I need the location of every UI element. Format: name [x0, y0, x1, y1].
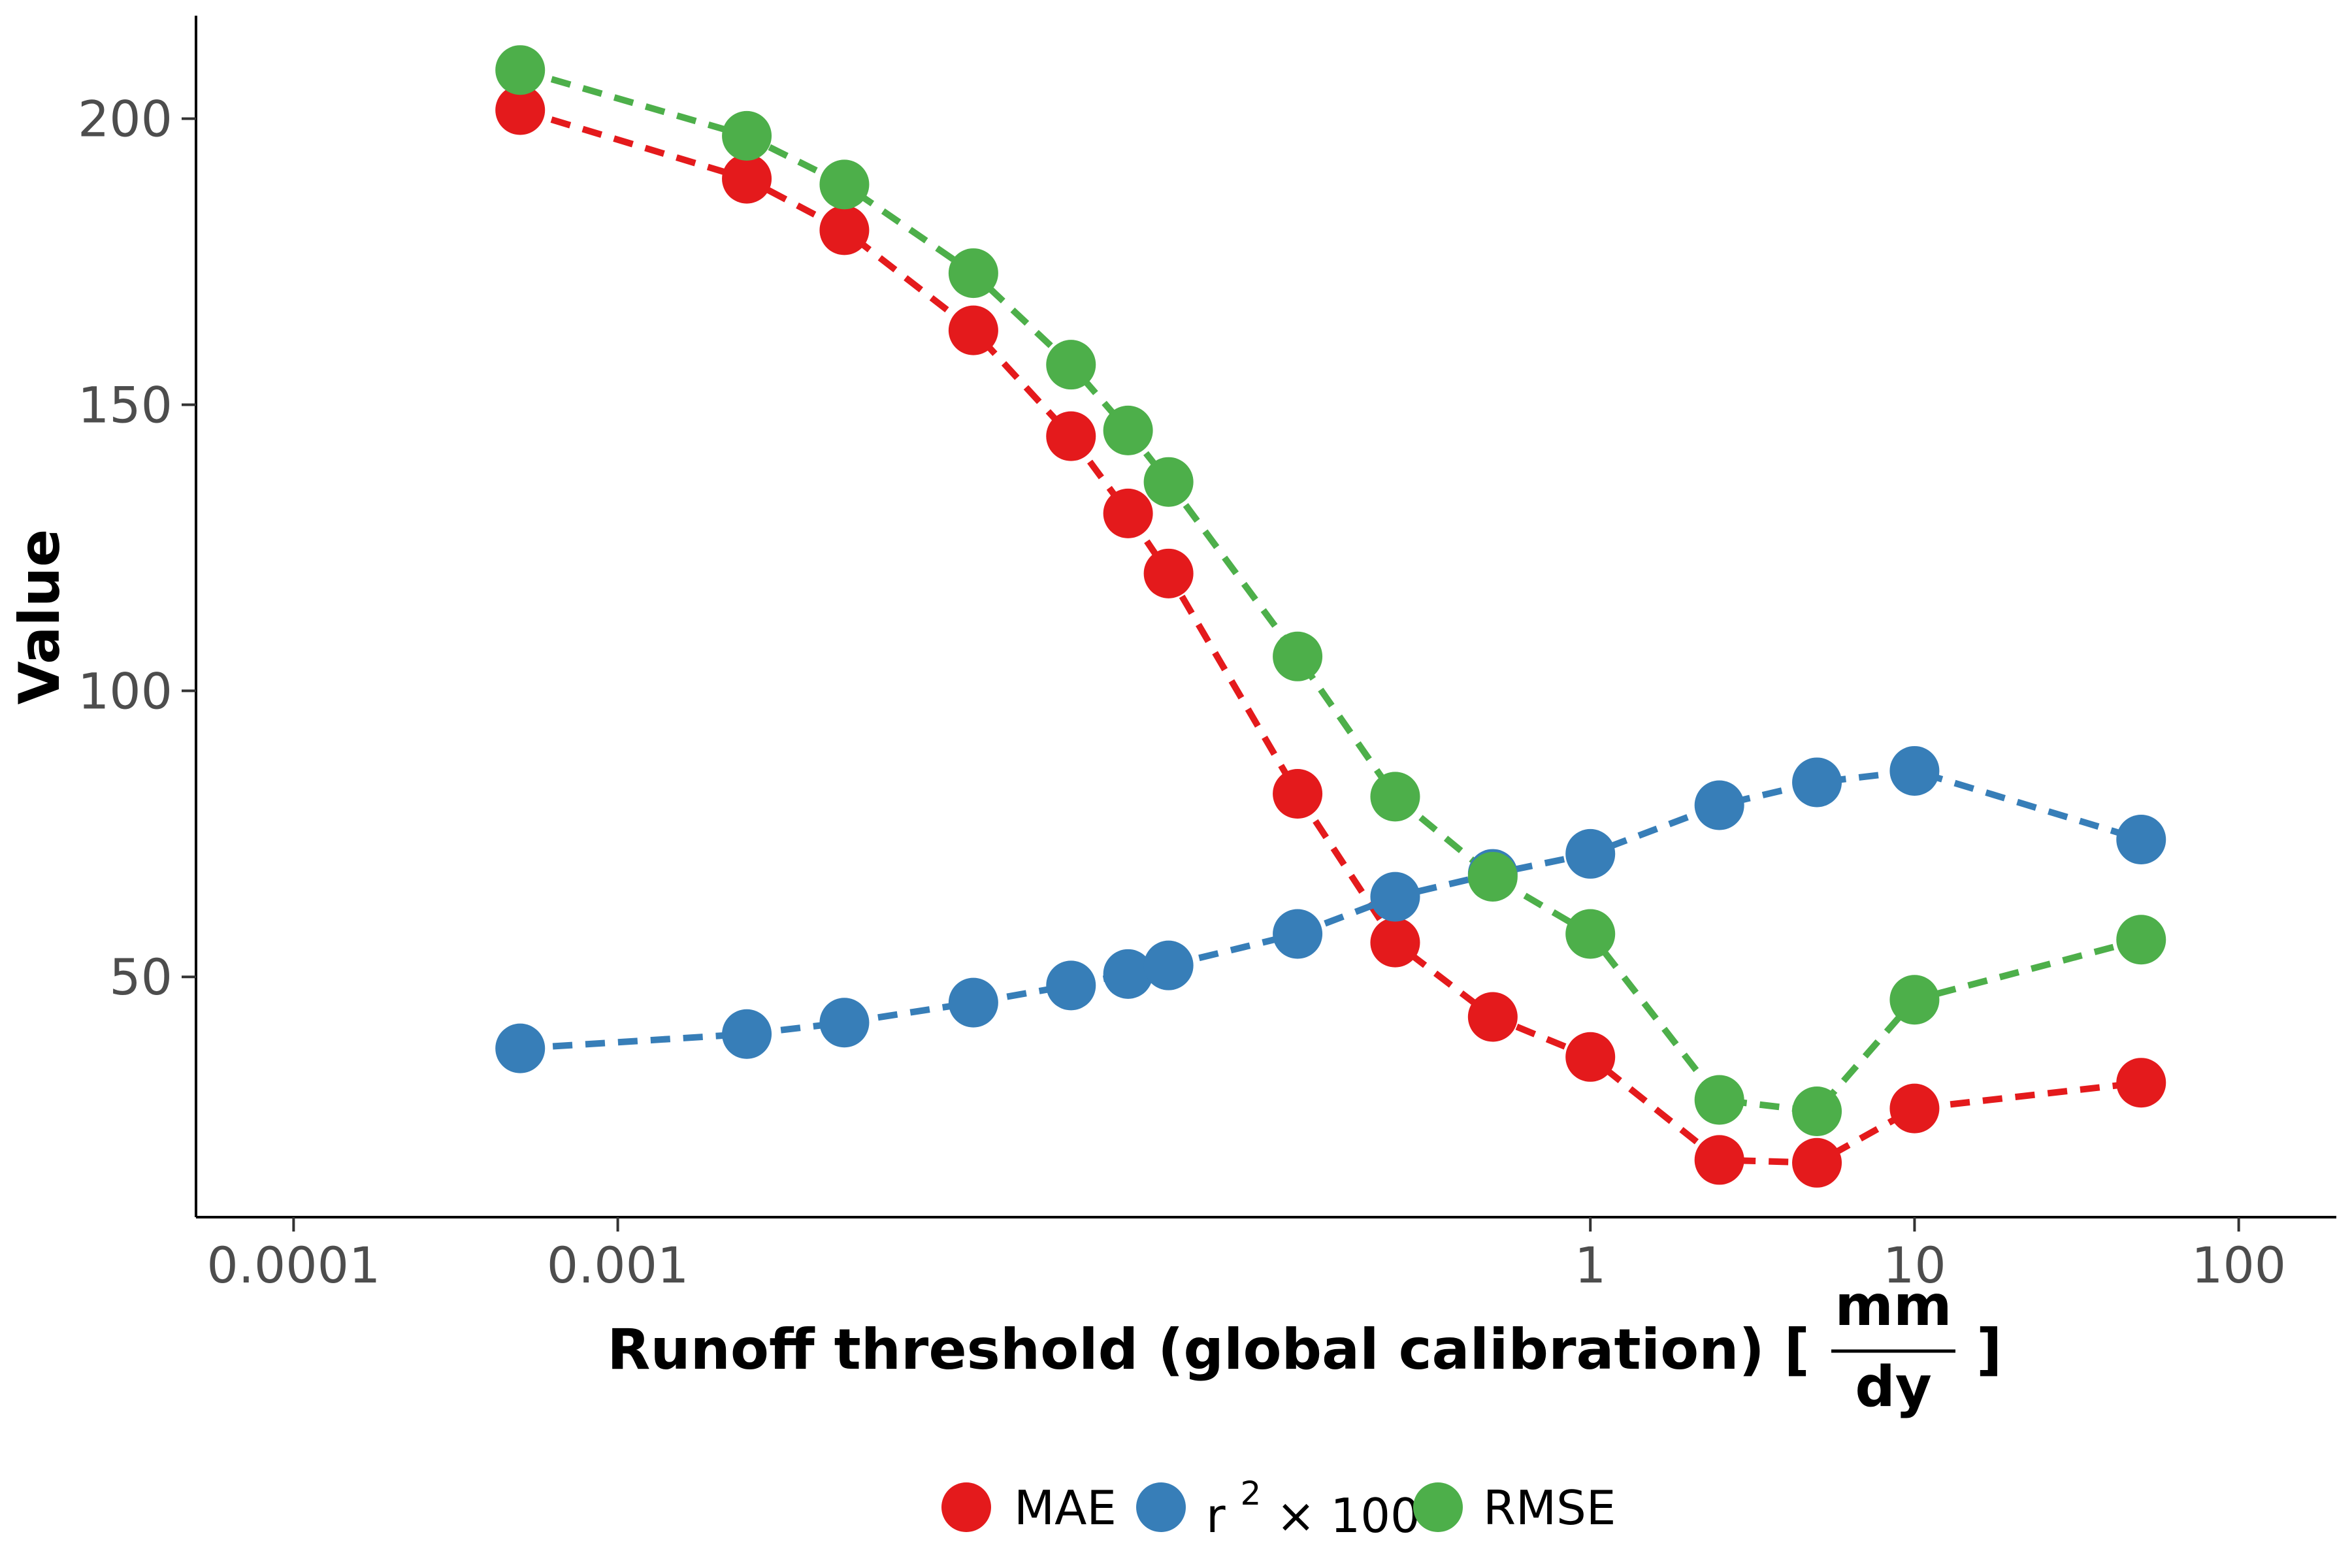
x-tick-label: 1 — [1575, 1236, 1606, 1294]
data-point-mae — [1467, 992, 1518, 1042]
data-point-r-100 — [1046, 960, 1096, 1011]
y-tick-label: 100 — [78, 662, 172, 720]
data-point-r-100 — [1565, 828, 1616, 879]
data-point-rmse — [1143, 457, 1194, 507]
data-point-rmse — [1370, 772, 1420, 822]
data-point-rmse — [722, 110, 772, 161]
data-point-rmse — [948, 248, 998, 299]
x-axis-title-numerator: mm — [1835, 1273, 1952, 1339]
data-point-r-100 — [1273, 909, 1323, 959]
x-axis-ticks: 0.0001 0.001 1 10 100 — [206, 1217, 2286, 1294]
data-point-mae — [1370, 917, 1420, 968]
x-axis-title: Runoff threshold (global calibration) [ … — [607, 1273, 2002, 1420]
legend-label-r2-sup: 2 — [1241, 1475, 1262, 1512]
data-point-r-100 — [495, 1023, 546, 1073]
data-point-rmse — [1103, 405, 1153, 455]
legend-key-rmse — [1413, 1482, 1463, 1532]
data-point-r-100 — [1143, 940, 1194, 990]
x-tick-label: 100 — [2191, 1236, 2286, 1294]
data-point-r-100 — [948, 977, 998, 1028]
data-point-rmse — [495, 45, 546, 95]
data-point-mae — [948, 305, 998, 355]
data-point-r-100 — [1103, 949, 1153, 999]
data-point-r-100 — [722, 1009, 772, 1059]
data-point-rmse — [819, 159, 870, 210]
data-point-r-100 — [1370, 872, 1420, 922]
legend-label-mae: MAE — [1014, 1480, 1117, 1535]
data-point-r-100 — [1694, 780, 1744, 830]
data-point-r-100 — [1792, 757, 1842, 808]
y-axis-title: Value — [7, 529, 73, 705]
y-tick-label: 200 — [78, 90, 172, 148]
data-point-mae — [1143, 548, 1194, 598]
legend: MAE r 2 × 100 RMSE — [941, 1461, 1616, 1543]
x-tick-label: 10 — [1883, 1236, 1946, 1294]
series-points — [495, 45, 2166, 1188]
axes: 0.0001 0.001 1 10 100 50 100 150 200 — [78, 16, 2336, 1294]
x-axis-title-close: ] — [1976, 1317, 2002, 1382]
legend-label-rmse: RMSE — [1483, 1480, 1616, 1535]
legend-label-r2: r 2 × 100 — [1206, 1461, 1420, 1543]
data-point-rmse — [1792, 1086, 1842, 1136]
data-point-rmse — [1046, 340, 1096, 390]
data-point-rmse — [1565, 909, 1616, 959]
data-point-r-100 — [819, 998, 870, 1048]
data-point-mae — [1792, 1137, 1842, 1188]
legend-label-r2-rest: × 100 — [1276, 1488, 1420, 1543]
data-point-rmse — [1273, 631, 1323, 681]
data-point-mae — [722, 154, 772, 204]
data-point-mae — [1889, 1083, 1940, 1134]
data-point-mae — [2116, 1058, 2166, 1108]
data-point-rmse — [2116, 915, 2166, 965]
y-tick-label: 150 — [78, 376, 172, 434]
data-point-mae — [1046, 411, 1096, 461]
data-point-rmse — [1467, 851, 1518, 902]
data-point-mae — [495, 85, 546, 135]
series-line-rmse — [519, 67, 2142, 1115]
data-point-mae — [1694, 1135, 1744, 1185]
data-point-mae — [819, 205, 870, 255]
x-tick-label: 0.001 — [547, 1236, 689, 1294]
legend-key-r2 — [1136, 1482, 1186, 1532]
data-point-rmse — [1889, 975, 1940, 1025]
legend-key-mae — [941, 1482, 991, 1532]
legend-label-r2-base: r — [1206, 1488, 1226, 1543]
data-point-mae — [1273, 768, 1323, 819]
y-tick-label: 50 — [109, 948, 172, 1006]
data-point-mae — [1103, 488, 1153, 538]
data-point-mae — [1565, 1032, 1616, 1082]
x-axis-title-denominator: dy — [1855, 1354, 1932, 1420]
data-point-rmse — [1694, 1075, 1744, 1125]
y-axis-ticks: 50 100 150 200 — [78, 90, 196, 1006]
x-tick-label: 0.0001 — [206, 1236, 380, 1294]
data-point-r-100 — [2116, 815, 2166, 865]
data-point-r-100 — [1889, 745, 1940, 796]
x-axis-title-text: Runoff threshold (global calibration) [ — [607, 1317, 1810, 1382]
